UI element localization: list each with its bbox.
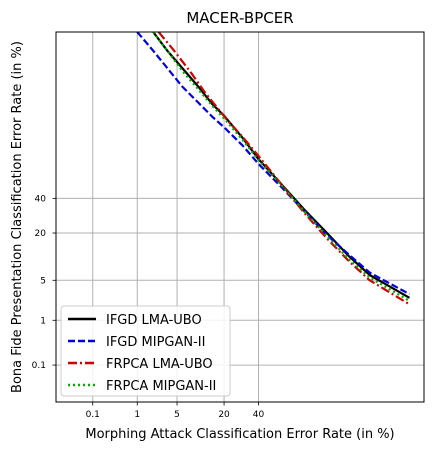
y-tick-label: 40 <box>35 194 47 204</box>
y-tick-label: 1 <box>40 316 46 326</box>
y-axis-label: Bona Fide Presentation Classification Er… <box>10 41 25 393</box>
x-tick-label: 40 <box>253 410 265 420</box>
y-tick-label: 0.1 <box>32 361 46 371</box>
series-layer <box>136 32 411 306</box>
y-tick-label: 5 <box>40 276 46 286</box>
legend-label: FRPCA LMA-UBO <box>106 357 213 372</box>
legend-label: IFGD MIPGAN-II <box>106 335 205 350</box>
chart-title: MACER-BPCER <box>186 9 293 27</box>
legend: IFGD LMA-UBO IFGD MIPGAN-II FRPCA LMA-UBO F… <box>60 305 231 397</box>
x-tick-label: 5 <box>174 410 180 420</box>
x-tick-label: 0.1 <box>86 410 100 420</box>
x-tick-label: 20 <box>218 410 230 420</box>
tick-layer: 0.1 1 5 20 40 0.1 1 5 20 40 <box>32 194 265 420</box>
y-tick-label: 20 <box>35 229 47 239</box>
legend-label: IFGD LMA-UBO <box>106 313 202 328</box>
series-line <box>136 32 410 296</box>
series-line <box>157 32 411 306</box>
legend-box <box>60 305 231 397</box>
x-tick-label: 1 <box>134 410 140 420</box>
x-axis-label: Morphing Attack Classification Error Rat… <box>85 427 394 442</box>
legend-label: FRPCA MIPGAN-II <box>106 379 216 394</box>
plot-frame <box>55 31 425 403</box>
